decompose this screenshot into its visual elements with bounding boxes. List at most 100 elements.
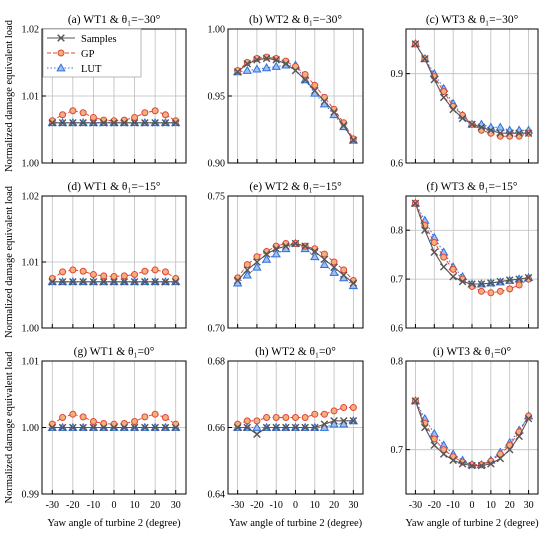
samples-marker bbox=[282, 60, 290, 68]
gp-marker bbox=[349, 404, 357, 412]
gp-marker bbox=[59, 268, 67, 276]
gp-marker bbox=[320, 410, 328, 418]
samples-marker bbox=[421, 423, 429, 432]
samples-marker bbox=[171, 423, 180, 432]
lut-marker bbox=[271, 61, 281, 70]
chart-panel: 1.00 1.01 1.02 (a) WT1 & θ₁=−30° bbox=[22, 14, 187, 170]
gp-marker bbox=[131, 113, 139, 121]
x-tick-label: 30 bbox=[171, 500, 181, 511]
samples-marker bbox=[339, 121, 348, 130]
samples-marker bbox=[253, 56, 261, 64]
legend: Samples GP LUT bbox=[42, 28, 142, 78]
y-tick-label: 0.8 bbox=[391, 226, 404, 237]
samples-marker bbox=[310, 423, 319, 432]
samples-marker bbox=[439, 93, 448, 102]
gp-marker bbox=[496, 287, 504, 295]
samples-marker bbox=[301, 76, 309, 84]
lut-marker bbox=[261, 254, 272, 263]
samples-marker bbox=[524, 273, 533, 282]
y-tick-label: 1.01 bbox=[22, 92, 40, 103]
samples-marker bbox=[233, 68, 242, 76]
y-tick-label: 0.75 bbox=[208, 192, 226, 203]
lut-marker bbox=[310, 251, 320, 261]
samples-marker bbox=[110, 278, 118, 286]
panel-title: (c) WT3 & θ₁=−30° bbox=[426, 14, 519, 26]
panels-layer: 1.001.011.02(a) WT1 & θ₁=−30°0.900.951.0… bbox=[22, 14, 539, 511]
samples-marker bbox=[515, 129, 523, 138]
samples-marker bbox=[291, 423, 300, 432]
samples-marker bbox=[468, 280, 476, 288]
samples-marker bbox=[439, 263, 448, 271]
gp-marker bbox=[120, 420, 128, 428]
lut-marker bbox=[242, 65, 252, 74]
x-tick-label: -10 bbox=[87, 500, 100, 511]
chart-panel: 1.00 1.01 1.02 (d) WT1 & θ₁=−15° bbox=[22, 181, 187, 335]
y-tick-label: 0.66 bbox=[208, 423, 226, 434]
samples-marker bbox=[69, 278, 77, 286]
x-tick-label: -30 bbox=[231, 500, 244, 511]
gp-marker bbox=[253, 417, 261, 425]
y-tick-label: 1.00 bbox=[22, 324, 40, 335]
x-tick-label: -30 bbox=[409, 500, 422, 511]
legend-label: Samples bbox=[81, 34, 117, 45]
samples-marker bbox=[330, 263, 338, 272]
samples-marker bbox=[468, 461, 476, 470]
x-axis-label: Yaw angle of turbine 2 (degree) bbox=[405, 518, 539, 529]
y-tick-label: 0.9 bbox=[391, 69, 404, 80]
y-tick-label: 0.64 bbox=[208, 490, 226, 501]
samples-marker bbox=[496, 129, 505, 138]
samples-marker bbox=[310, 247, 319, 256]
samples-marker bbox=[99, 119, 108, 127]
x-tick-label: -20 bbox=[66, 500, 79, 511]
samples-marker bbox=[411, 40, 420, 48]
samples-marker bbox=[320, 420, 329, 428]
panel-title: (d) WT1 & θ₁=−15° bbox=[68, 181, 161, 193]
gp-marker bbox=[59, 111, 67, 119]
samples-marker bbox=[161, 423, 170, 432]
samples-marker bbox=[282, 423, 290, 432]
lut-marker bbox=[261, 63, 272, 72]
samples-marker bbox=[272, 245, 281, 253]
samples-marker bbox=[58, 423, 67, 432]
gp-marker bbox=[440, 446, 448, 454]
panel-title: (b) WT2 & θ₁=−30° bbox=[249, 14, 342, 26]
x-tick-label: -20 bbox=[428, 500, 441, 511]
gp-marker bbox=[161, 268, 169, 276]
y-tick-label: 0.6 bbox=[391, 159, 404, 170]
samples-marker bbox=[161, 278, 170, 286]
samples-marker bbox=[141, 119, 149, 127]
samples-marker bbox=[430, 75, 439, 84]
gp-marker bbox=[282, 414, 290, 422]
samples-marker bbox=[515, 432, 523, 441]
samples-marker bbox=[505, 445, 514, 454]
y-tick-label: 1.01 bbox=[22, 258, 40, 269]
samples-marker bbox=[291, 239, 300, 248]
y-tick-label: 0.90 bbox=[208, 159, 226, 170]
lut-marker bbox=[252, 262, 262, 271]
samples-marker bbox=[253, 258, 261, 266]
y-tick-label: 0.99 bbox=[22, 490, 40, 501]
legend-label: GP bbox=[81, 49, 95, 60]
samples-marker bbox=[243, 423, 252, 432]
lut-marker bbox=[56, 63, 66, 72]
y-tick-label: 0.7 bbox=[391, 275, 404, 286]
samples-marker bbox=[141, 278, 149, 286]
chart-panel: 0.6 0.9 (c) WT3 & θ₁=−30° bbox=[391, 14, 539, 170]
gp-marker bbox=[161, 111, 169, 119]
samples-marker bbox=[411, 397, 420, 405]
panel-title: (e) WT2 & θ₁=−15° bbox=[249, 181, 342, 193]
gp-marker bbox=[69, 107, 77, 115]
samples-marker bbox=[79, 119, 87, 127]
gp-marker bbox=[57, 49, 65, 57]
samples-marker bbox=[89, 423, 98, 432]
chart-panel: 0.70 0.75 (e) WT2 & θ₁=−15° bbox=[208, 181, 364, 335]
x-tick-label: -10 bbox=[446, 500, 459, 511]
samples-marker bbox=[524, 129, 533, 138]
x-tick-label: -30 bbox=[46, 500, 59, 511]
samples-marker bbox=[349, 417, 358, 425]
gp-marker bbox=[340, 266, 348, 274]
x-tick-label: -10 bbox=[270, 500, 283, 511]
samples-marker bbox=[151, 278, 159, 286]
panel-title: (h) WT2 & θ₁=0° bbox=[255, 346, 336, 358]
